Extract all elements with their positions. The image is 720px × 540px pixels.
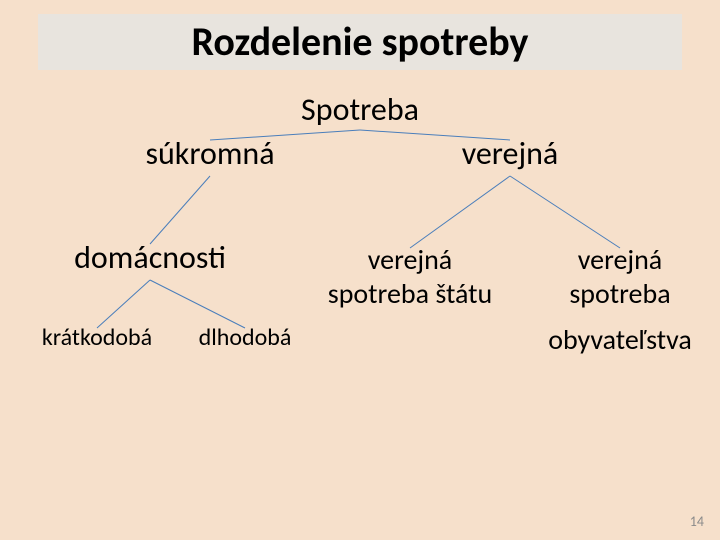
node-verejna: verejná: [410, 136, 610, 173]
node-domacnosti: domácnosti: [40, 240, 260, 277]
title-text: Rozdelenie spotreby: [192, 17, 529, 66]
node-verejna-statu-l2: spotreba štátu: [284, 278, 536, 310]
node-kratkodoba: krátkodobá: [22, 324, 172, 352]
slide: Rozdelenie spotreby Spotreba súkromná ve…: [0, 0, 720, 540]
node-kratkodoba-text: krátkodobá: [42, 323, 152, 352]
node-verejna-obyv-l1: verejná: [530, 244, 710, 276]
node-verejna-obyv-l3: obyvateľstva: [520, 324, 720, 356]
node-dlhodoba: dlhodobá: [180, 324, 310, 352]
page-number: 14: [690, 513, 704, 530]
node-verejna-obyv-l2-text: spotreba: [569, 276, 670, 311]
title-bar: Rozdelenie spotreby: [38, 14, 682, 70]
node-verejna-statu-l1-text: verejná: [368, 242, 452, 277]
page-number-text: 14: [690, 513, 704, 530]
node-sukromna: súkromná: [110, 136, 310, 173]
node-verejna-statu-l1: verejná: [310, 244, 510, 276]
node-root: Spotreba: [260, 92, 460, 129]
node-sukromna-text: súkromná: [145, 134, 274, 173]
node-dlhodoba-text: dlhodobá: [199, 323, 292, 352]
node-verejna-statu-l2-text: spotreba štátu: [328, 276, 493, 311]
node-verejna-obyv-l1-text: verejná: [578, 242, 662, 277]
node-verejna-text: verejná: [462, 134, 559, 173]
node-verejna-obyv-l3-text: obyvateľstva: [548, 322, 692, 357]
node-root-text: Spotreba: [301, 90, 419, 129]
node-domacnosti-text: domácnosti: [74, 238, 226, 277]
node-verejna-obyv-l2: spotreba: [530, 278, 710, 310]
